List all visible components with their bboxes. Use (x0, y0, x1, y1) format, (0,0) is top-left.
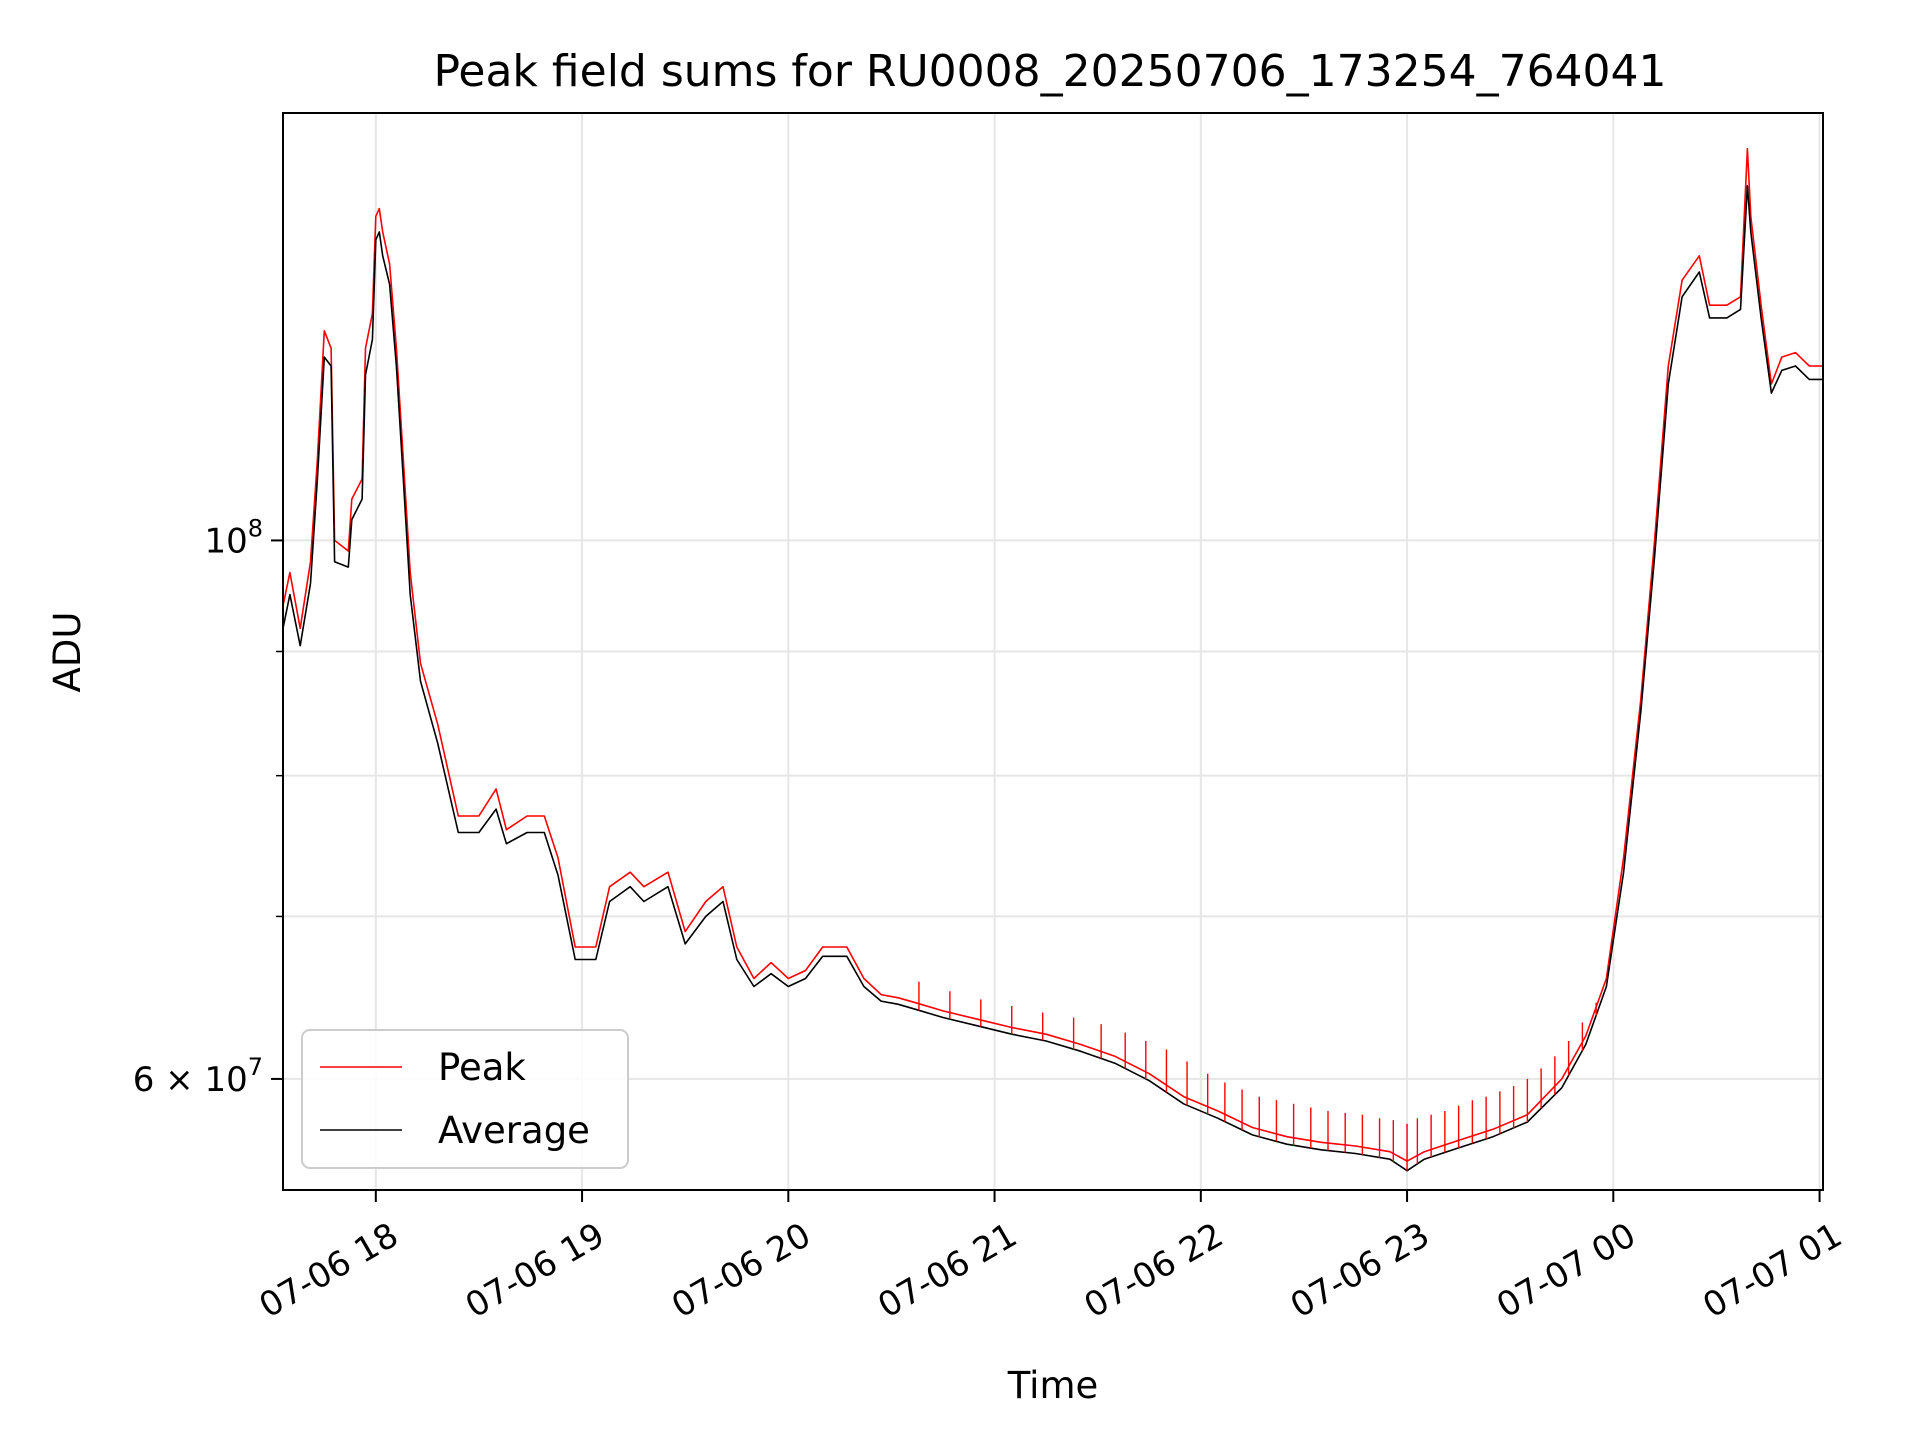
y-tick-label: 6 × 107 (133, 1053, 263, 1100)
legend-label-average: Average (438, 1109, 590, 1152)
x-axis-label: Time (1007, 1364, 1099, 1407)
y-axis-label: ADU (46, 612, 89, 693)
chart-title: Peak field sums for RU0008_20250706_1732… (433, 46, 1666, 97)
series-line-peak (282, 147, 1823, 1162)
series-line-average (282, 184, 1823, 1172)
legend: Peak Average (301, 1029, 629, 1169)
legend-box (301, 1029, 629, 1169)
series-layer (282, 147, 1823, 1172)
legend-label-peak: Peak (438, 1046, 526, 1089)
